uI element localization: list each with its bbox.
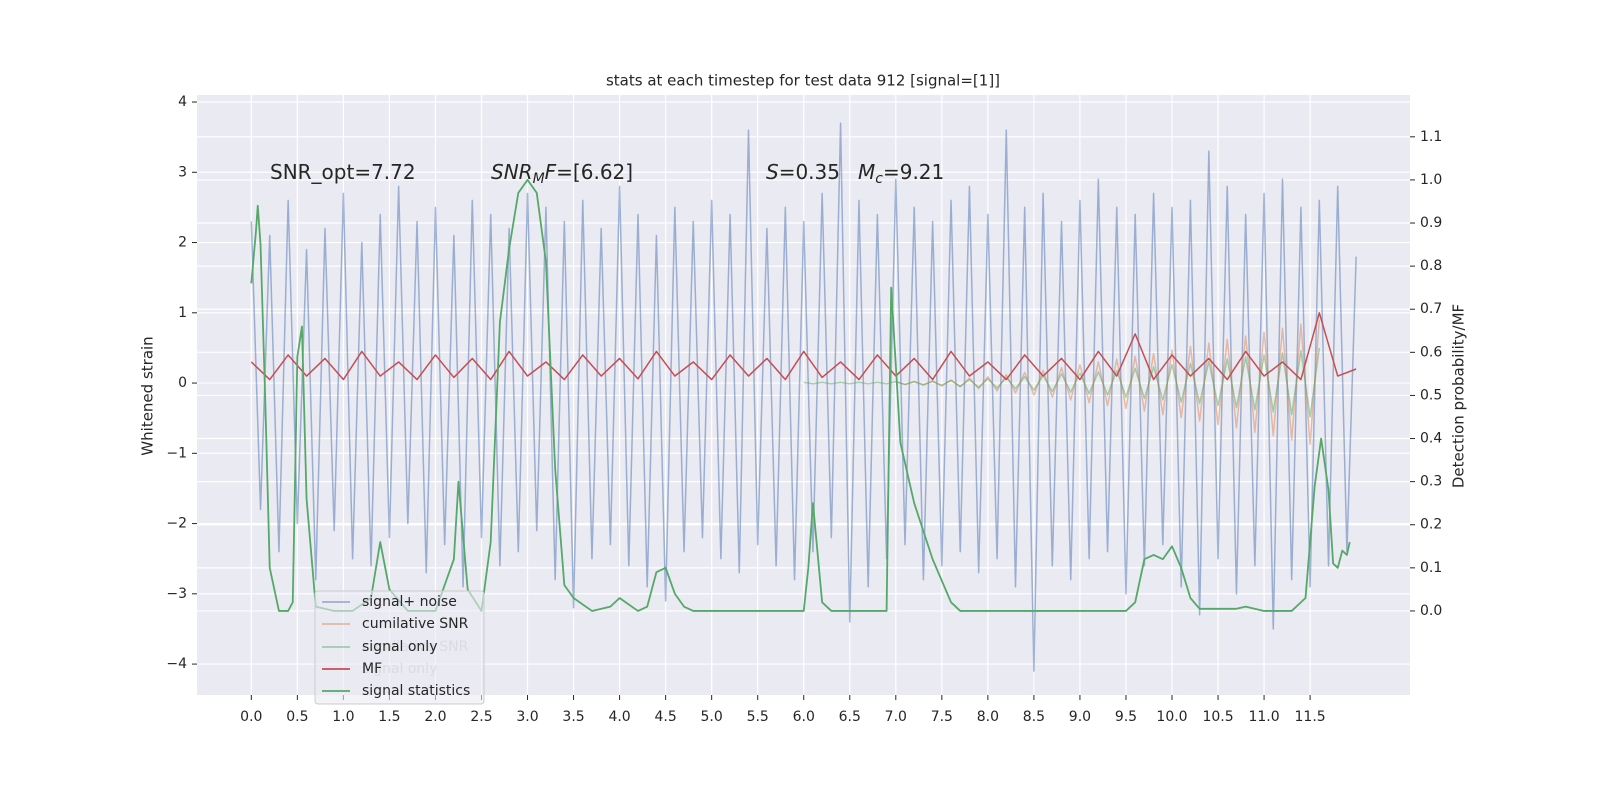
y2-tick-label: 0.7 xyxy=(1420,301,1442,317)
x-tick-label: 6.5 xyxy=(839,709,861,725)
y2-tick-label: 1.0 xyxy=(1420,172,1442,188)
legend-label: signal only xyxy=(362,639,437,655)
annotation-part: S xyxy=(766,160,779,184)
legend-label: MF xyxy=(362,661,382,677)
annotation-part: F xyxy=(545,160,557,184)
y2-tick-label: 0.5 xyxy=(1420,387,1442,403)
y2-tick-label: 0.8 xyxy=(1420,258,1442,274)
y-tick-label: 1 xyxy=(178,305,187,321)
y2-tick-label: 0.3 xyxy=(1420,474,1442,490)
x-tick-label: 5.5 xyxy=(747,709,769,725)
legend-label: cumilative SNR xyxy=(362,616,469,632)
y-axis-label: Whitened strain xyxy=(139,336,157,455)
x-tick-label: 7.0 xyxy=(885,709,907,725)
annotation-part: M xyxy=(858,160,875,184)
annotation: SNRMF=[6.62] xyxy=(491,160,633,188)
x-tick-label: 2.5 xyxy=(470,709,492,725)
annotation-part: =[6.62] xyxy=(556,160,633,184)
x-tick-label: 4.5 xyxy=(654,709,676,725)
series-line xyxy=(250,312,1357,381)
x-tick-label: 1.5 xyxy=(378,709,400,725)
y2-tick-label: 1.1 xyxy=(1420,129,1442,145)
y2-tick-label: 0.4 xyxy=(1420,431,1442,447)
annotation-part: SNR xyxy=(491,160,533,184)
ticks: 0.0 0.5 1.0 1.5 2.0 2.5 3.0 3.5 4.0 4.5 5.0 5.5 6.0 6… xyxy=(166,94,1442,725)
x-tick-label: 2.0 xyxy=(424,709,446,725)
x-tick-label: 8.5 xyxy=(1023,709,1045,725)
legend-label: signal statistics xyxy=(362,683,470,699)
x-tick-label: 10.5 xyxy=(1202,709,1233,725)
x-tick-label: 0.5 xyxy=(286,709,308,725)
x-tick-label: 3.0 xyxy=(516,709,538,725)
series-line xyxy=(250,122,1357,672)
annotation-part: =0.35 xyxy=(779,160,840,184)
legend-label: signal+ noise xyxy=(362,594,457,610)
annotation: Mc=9.21 xyxy=(858,160,944,188)
y2-tick-label: 0.2 xyxy=(1420,517,1442,533)
y-tick-label: 2 xyxy=(178,235,187,251)
x-tick-label: 9.5 xyxy=(1115,709,1137,725)
y2-tick-label: 0.1 xyxy=(1420,560,1442,576)
annotation: S=0.35 xyxy=(766,160,840,184)
y2-tick-label: 0.9 xyxy=(1420,215,1442,231)
annotation-part: SNR_opt=7.72 xyxy=(270,160,416,184)
chart-title: stats at each timestep for test data 912… xyxy=(606,72,1000,90)
annotation-part: c xyxy=(875,171,883,187)
x-tick-label: 6.0 xyxy=(793,709,815,725)
y-tick-label: 3 xyxy=(178,164,187,180)
annotation: SNR_opt=7.72 xyxy=(270,160,416,184)
x-tick-label: 5.0 xyxy=(701,709,723,725)
y-tick-label: 0 xyxy=(178,375,187,391)
y-tick-label: −3 xyxy=(166,586,187,602)
y2-tick-label: 0.0 xyxy=(1420,603,1442,619)
y-tick-label: −2 xyxy=(166,516,187,532)
y-tick-label: −1 xyxy=(166,445,187,461)
x-tick-label: 11.0 xyxy=(1248,709,1279,725)
x-tick-label: 1.0 xyxy=(332,709,354,725)
annotation-part: M xyxy=(533,171,545,187)
x-tick-label: 0.0 xyxy=(240,709,262,725)
y-tick-label: −4 xyxy=(166,656,187,672)
annotation-part: =9.21 xyxy=(883,160,944,184)
x-tick-label: 8.0 xyxy=(977,709,999,725)
x-tick-label: 9.0 xyxy=(1069,709,1091,725)
legend-box xyxy=(314,590,485,705)
x-tick-label: 10.0 xyxy=(1156,709,1187,725)
x-tick-label: 4.0 xyxy=(608,709,630,725)
y-tick-label: 4 xyxy=(178,94,187,110)
y2-tick-label: 0.6 xyxy=(1420,344,1442,360)
x-tick-label: 11.5 xyxy=(1295,709,1326,725)
x-tick-label: 7.5 xyxy=(931,709,953,725)
y2-axis-label: Detection probability/MF xyxy=(1450,304,1468,488)
x-tick-label: 3.5 xyxy=(562,709,584,725)
